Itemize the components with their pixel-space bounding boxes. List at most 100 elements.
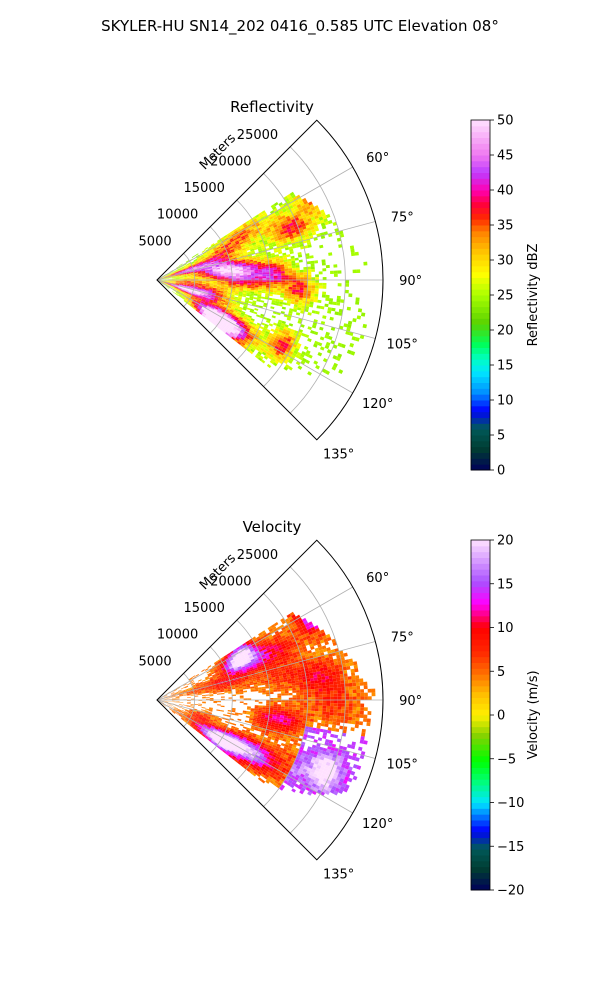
- ref-echo-cell: [170, 272, 175, 274]
- vel-echo-cell: [255, 643, 261, 647]
- vel-echo-cell: [303, 702, 308, 706]
- ref-echo-cell: [191, 264, 196, 267]
- vel-echo-cell: [242, 710, 247, 713]
- vel-echo-cell: [280, 710, 285, 714]
- ref-echo-cell: [307, 277, 312, 280]
- vel-echo-cell: [221, 668, 226, 671]
- ref-echo-cell: [316, 210, 322, 216]
- ref-echo-cell: [276, 290, 281, 293]
- ref-echo-cell: [256, 331, 262, 335]
- ref-echo-cell: [256, 225, 262, 229]
- vel-echo-cell: [296, 666, 301, 671]
- ref-echo-cell: [212, 302, 217, 306]
- ref-echo-cell: [250, 248, 255, 252]
- vel-echo-cell: [212, 731, 217, 734]
- ref-echo-cell: [260, 215, 265, 220]
- vel-echo-cell: [262, 764, 267, 768]
- vel-echo-cell: [253, 685, 258, 689]
- ref-echo-cell: [193, 290, 197, 293]
- vel-echo-cell: [284, 754, 289, 759]
- ref-echo-cell: [160, 280, 165, 282]
- vel-echo-cell: [240, 756, 245, 761]
- vel-echo-cell: [235, 691, 240, 694]
- ref-echo-cell: [203, 262, 208, 265]
- ref-echo-cell: [174, 271, 178, 273]
- vel-echo-cell: [164, 698, 169, 700]
- ref-echo-cell: [309, 304, 314, 308]
- vel-echo-cell: [273, 700, 278, 703]
- vel-echo-cell: [257, 715, 262, 719]
- ref-echo-cell: [359, 334, 365, 340]
- vel-echo-cell: [249, 657, 255, 661]
- ref-echo-cell: [337, 342, 343, 347]
- vel-echo-cell: [219, 685, 224, 688]
- ref-echo-cell: [261, 210, 266, 215]
- ref-echo-cell: [190, 274, 195, 276]
- ref-echo-cell: [303, 200, 309, 205]
- ref-echo-cell: [205, 314, 210, 318]
- vel-echo-cell: [186, 694, 191, 696]
- vel-echo-cell: [254, 706, 259, 709]
- vel-echo-cell: [247, 661, 252, 665]
- ref-echo-cell: [163, 282, 168, 285]
- vel-echo-cell: [188, 719, 193, 722]
- ref-echo-cell: [356, 315, 362, 320]
- ref-echo-cell: [168, 280, 173, 282]
- ref-echo-cell: [321, 225, 327, 230]
- ref-echo-cell: [171, 281, 176, 283]
- ref-echo-cell: [216, 268, 221, 271]
- vel-echo-cell: [184, 711, 189, 714]
- vel-echo-cell: [226, 661, 231, 665]
- ref-echo-cell: [269, 271, 274, 275]
- ref-echo-cell: [256, 299, 261, 302]
- vel-echo-cell: [299, 709, 304, 713]
- vel-echo-cell: [273, 752, 278, 756]
- ref-echo-cell: [189, 270, 194, 273]
- ref-echo-cell: [245, 327, 251, 332]
- ref-echo-cell: [242, 265, 247, 268]
- ref-echo-cell: [246, 230, 251, 234]
- vel-echo-cell: [260, 779, 266, 784]
- ref-echo-cell: [237, 297, 242, 300]
- vel-echo-cell: [203, 683, 208, 686]
- ref-echo-cell: [194, 260, 198, 263]
- ref-echo-cell: [264, 297, 269, 300]
- ref-echo-cell: [190, 282, 195, 284]
- ref-echo-cell: [174, 273, 179, 275]
- vel-echo-cell: [273, 708, 278, 711]
- ref-echo-cell: [220, 288, 225, 291]
- ref-echo-cell: [197, 288, 202, 291]
- ref-echo-cell: [237, 311, 242, 314]
- ref-echo-cell: [242, 262, 247, 265]
- vel-echo-cell: [284, 688, 289, 692]
- vel-echo-cell: [267, 721, 272, 725]
- ref-echo-cell: [288, 366, 293, 371]
- ref-echo-cell: [239, 232, 244, 236]
- ref-echo-cell: [186, 276, 191, 278]
- ref-echo-cell: [215, 251, 219, 254]
- ref-echo-cell: [259, 325, 264, 330]
- ref-echo-cell: [186, 295, 191, 298]
- vel-echo-cell: [231, 735, 236, 738]
- vel-echo-cell: [260, 635, 265, 640]
- vel-echo-cell: [268, 683, 273, 687]
- ref-echo-cell: [184, 266, 189, 269]
- ref-echo-cell: [298, 215, 303, 220]
- colorbar-swatch: [471, 213, 490, 220]
- vel-echo-cell: [204, 711, 209, 713]
- vel-echo-cell: [215, 725, 220, 728]
- vel-echo-cell: [306, 681, 311, 685]
- ref-echo-cell: [163, 284, 167, 287]
- vel-echo-cell: [290, 636, 295, 641]
- vel-echo-cell: [208, 710, 213, 712]
- ref-echo-cell: [189, 289, 194, 292]
- vel-echo-cell: [229, 753, 234, 757]
- ref-echo-cell: [188, 292, 193, 295]
- vel-echo-cell: [230, 751, 235, 756]
- vel-echo-cell: [248, 677, 253, 681]
- ref-echo-cell: [199, 262, 204, 265]
- ref-echo-cell: [178, 295, 182, 298]
- ref-echo-cell: [289, 224, 295, 229]
- vel-echo-cell: [285, 752, 290, 756]
- ref-echo-cell: [208, 302, 213, 306]
